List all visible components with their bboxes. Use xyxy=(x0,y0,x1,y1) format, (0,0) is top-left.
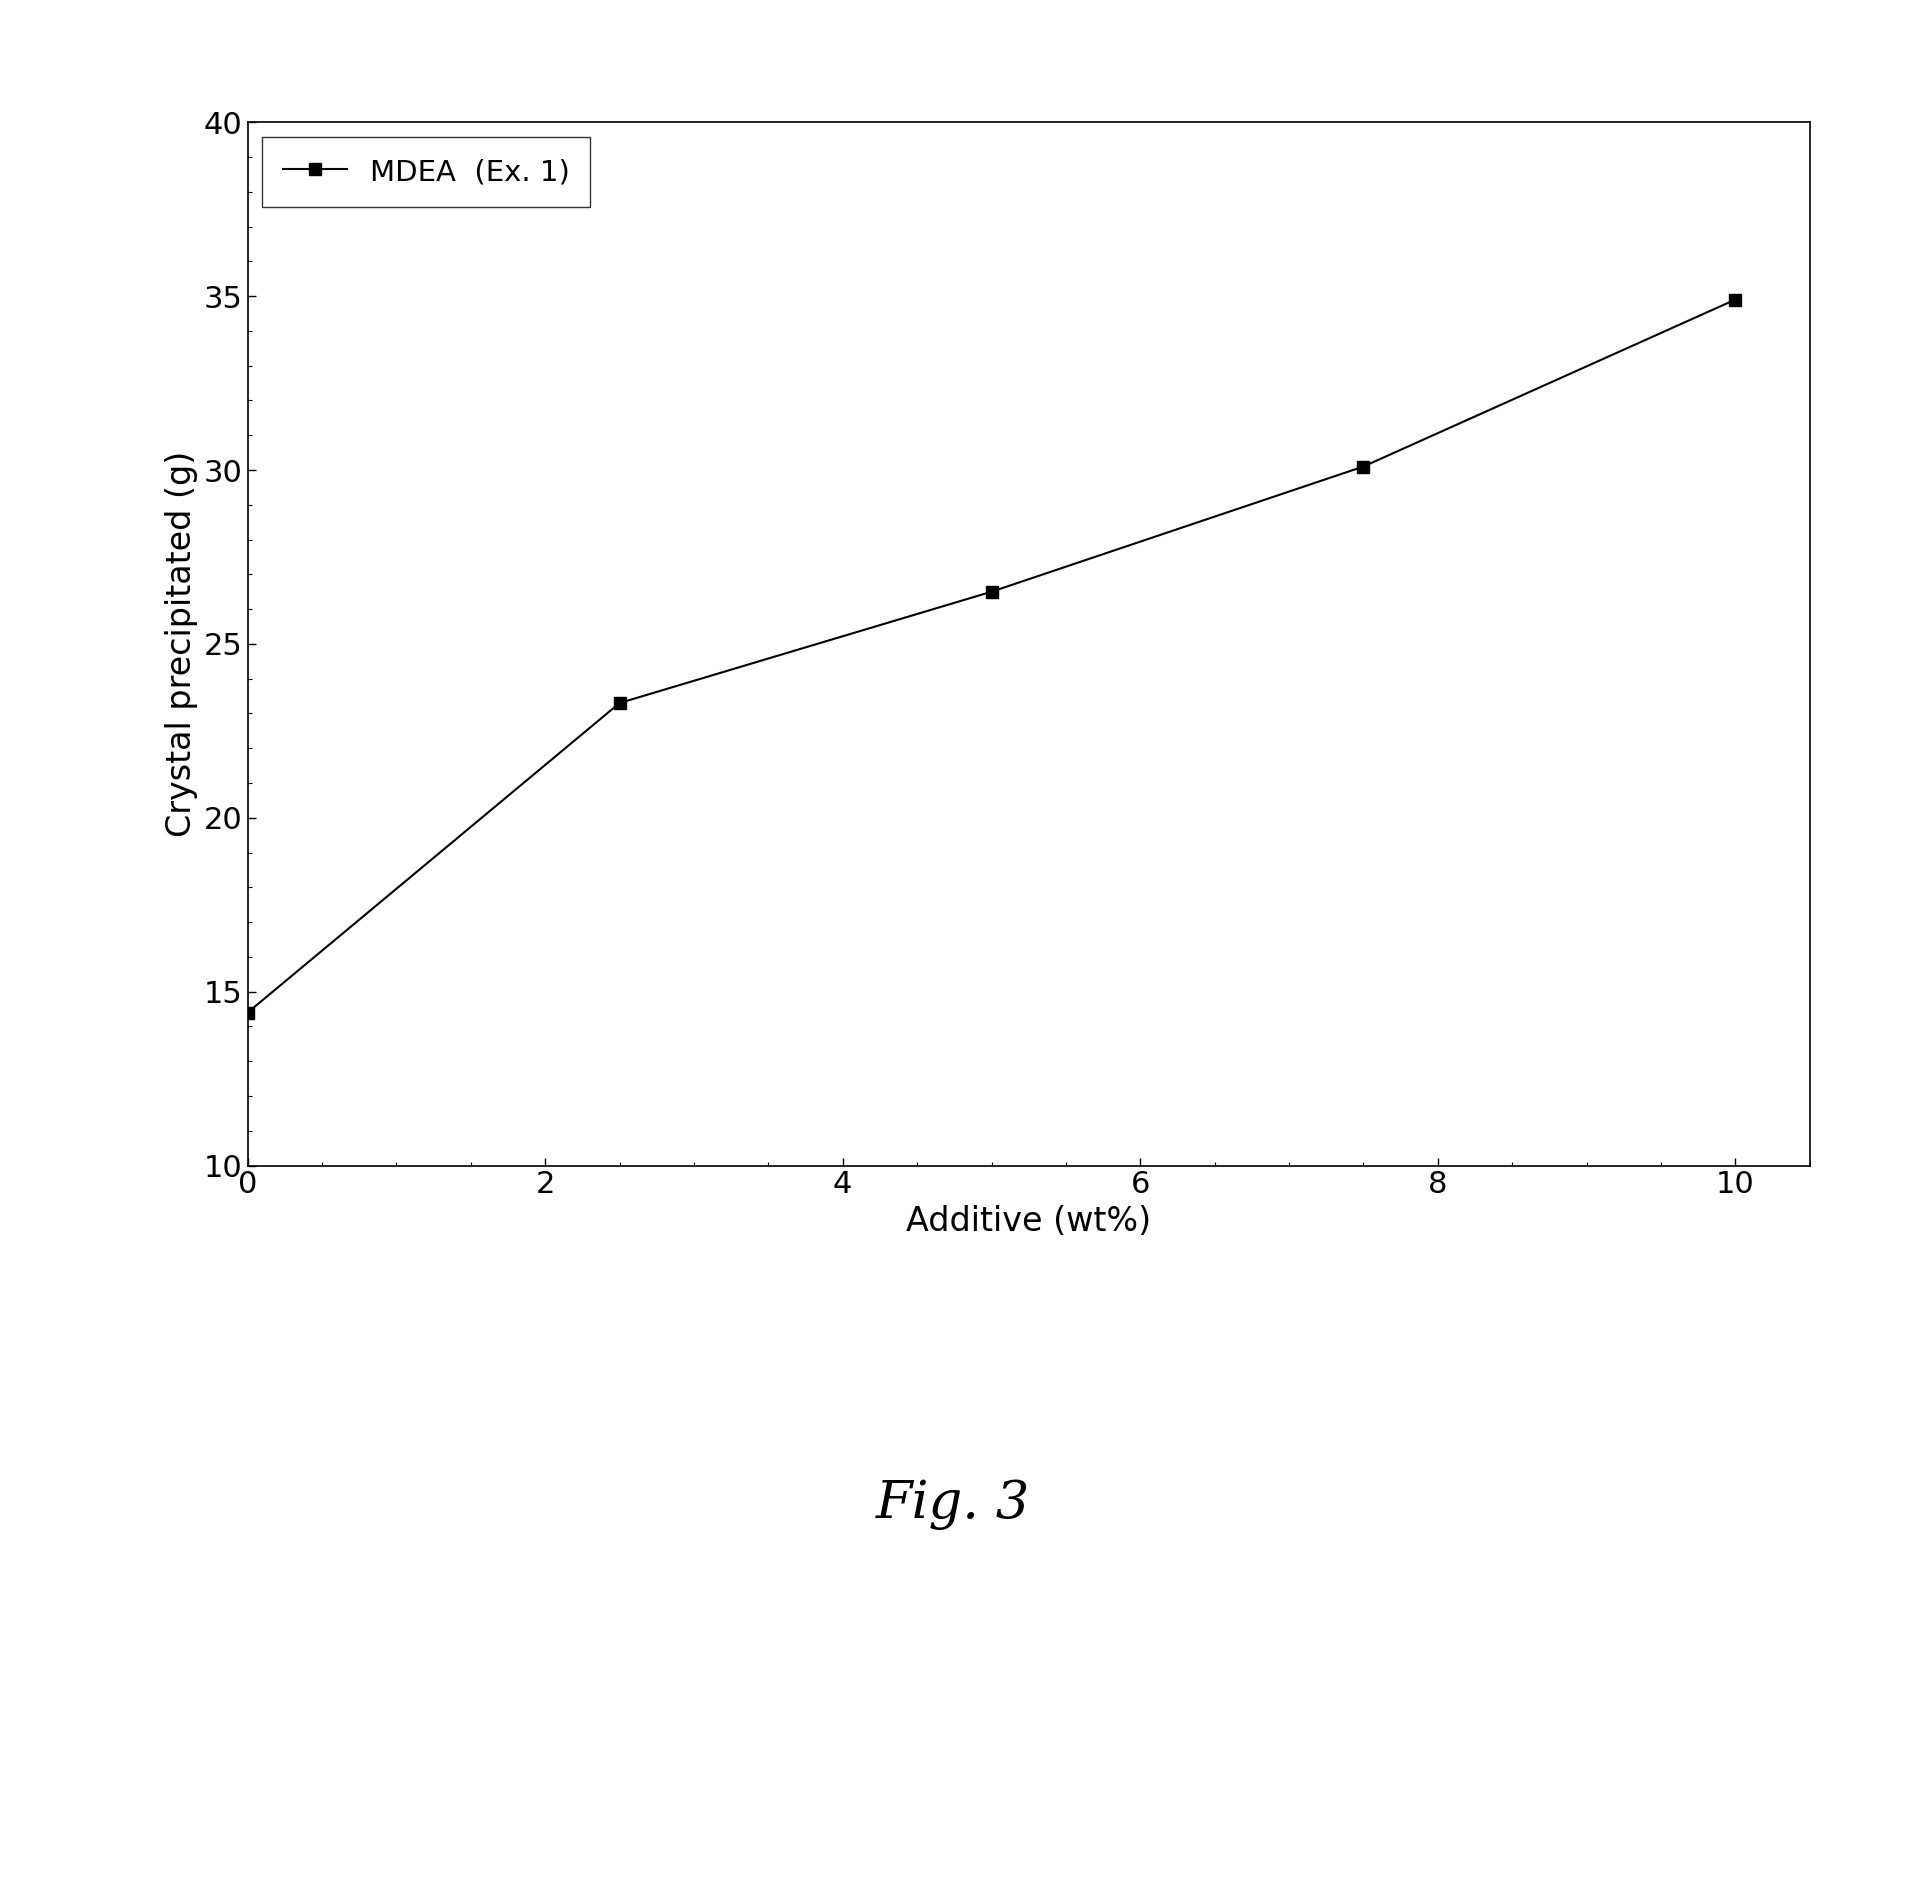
MDEA  (Ex. 1) xyxy=(1724,288,1747,310)
Line: MDEA  (Ex. 1): MDEA (Ex. 1) xyxy=(242,293,1741,1019)
X-axis label: Additive (wt%): Additive (wt%) xyxy=(907,1205,1151,1239)
MDEA  (Ex. 1) xyxy=(1353,455,1375,478)
MDEA  (Ex. 1) xyxy=(608,692,631,714)
Y-axis label: Crystal precipitated (g): Crystal precipitated (g) xyxy=(166,451,198,837)
MDEA  (Ex. 1) xyxy=(979,581,1002,603)
MDEA  (Ex. 1) xyxy=(236,1002,259,1025)
Text: Fig. 3: Fig. 3 xyxy=(876,1478,1029,1530)
Legend: MDEA  (Ex. 1): MDEA (Ex. 1) xyxy=(263,137,591,207)
